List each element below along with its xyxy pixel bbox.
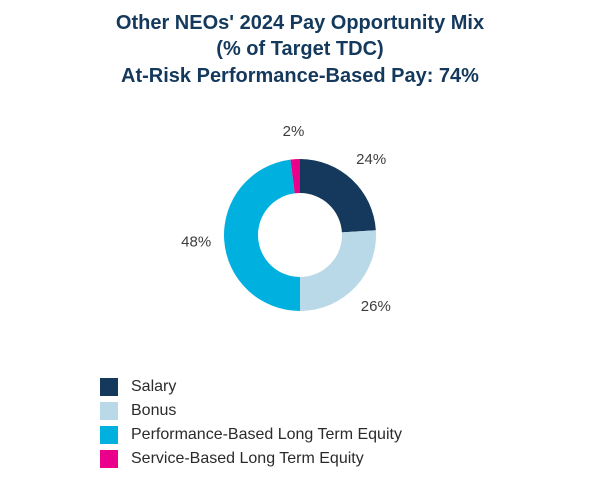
legend-item-performance-based-long-term-equity: Performance-Based Long Term Equity — [100, 423, 600, 447]
chart-legend: Salary Bonus Performance-Based Long Term… — [100, 375, 600, 471]
donut-segment-service-based-long-term-equity — [290, 159, 300, 194]
legend-item-bonus: Bonus — [100, 399, 600, 423]
donut-segment-performance-based-long-term-equity — [224, 159, 300, 312]
donut-chart-area: 24% 26% 48% 2% — [0, 115, 600, 357]
donut-chart: 24% 26% 48% 2% — [181, 123, 391, 315]
segment-value-label-bonus: 26% — [361, 298, 391, 315]
segment-value-label-service-based-long-term-equity: 2% — [283, 123, 305, 140]
chart-title-line2: (% of Target TDC) — [216, 38, 384, 61]
donut-segment-salary — [300, 159, 376, 233]
donut-segment-bonus — [300, 230, 376, 312]
legend-label-bonus: Bonus — [131, 402, 177, 420]
segment-value-label-salary: 24% — [356, 151, 386, 168]
chart-title: Other NEOs' 2024 Pay Opportunity Mix (% … — [0, 0, 600, 89]
legend-label-performance-based-long-term-equity: Performance-Based Long Term Equity — [131, 426, 402, 444]
chart-title-line3: At-Risk Performance-Based Pay: 74% — [121, 64, 479, 87]
legend-swatch-service-based-long-term-equity — [100, 450, 118, 469]
legend-label-salary: Salary — [131, 378, 177, 396]
chart-title-line1: Other NEOs' 2024 Pay Opportunity Mix — [115, 12, 485, 34]
legend-swatch-performance-based-long-term-equity — [100, 426, 118, 445]
legend-item-service-based-long-term-equity: Service-Based Long Term Equity — [100, 447, 600, 471]
legend-swatch-salary — [100, 378, 118, 397]
legend-item-salary: Salary — [100, 375, 600, 399]
legend-swatch-bonus — [100, 402, 118, 421]
segment-value-label-performance-based-long-term-equity: 48% — [181, 234, 211, 251]
legend-label-service-based-long-term-equity: Service-Based Long Term Equity — [131, 450, 364, 468]
